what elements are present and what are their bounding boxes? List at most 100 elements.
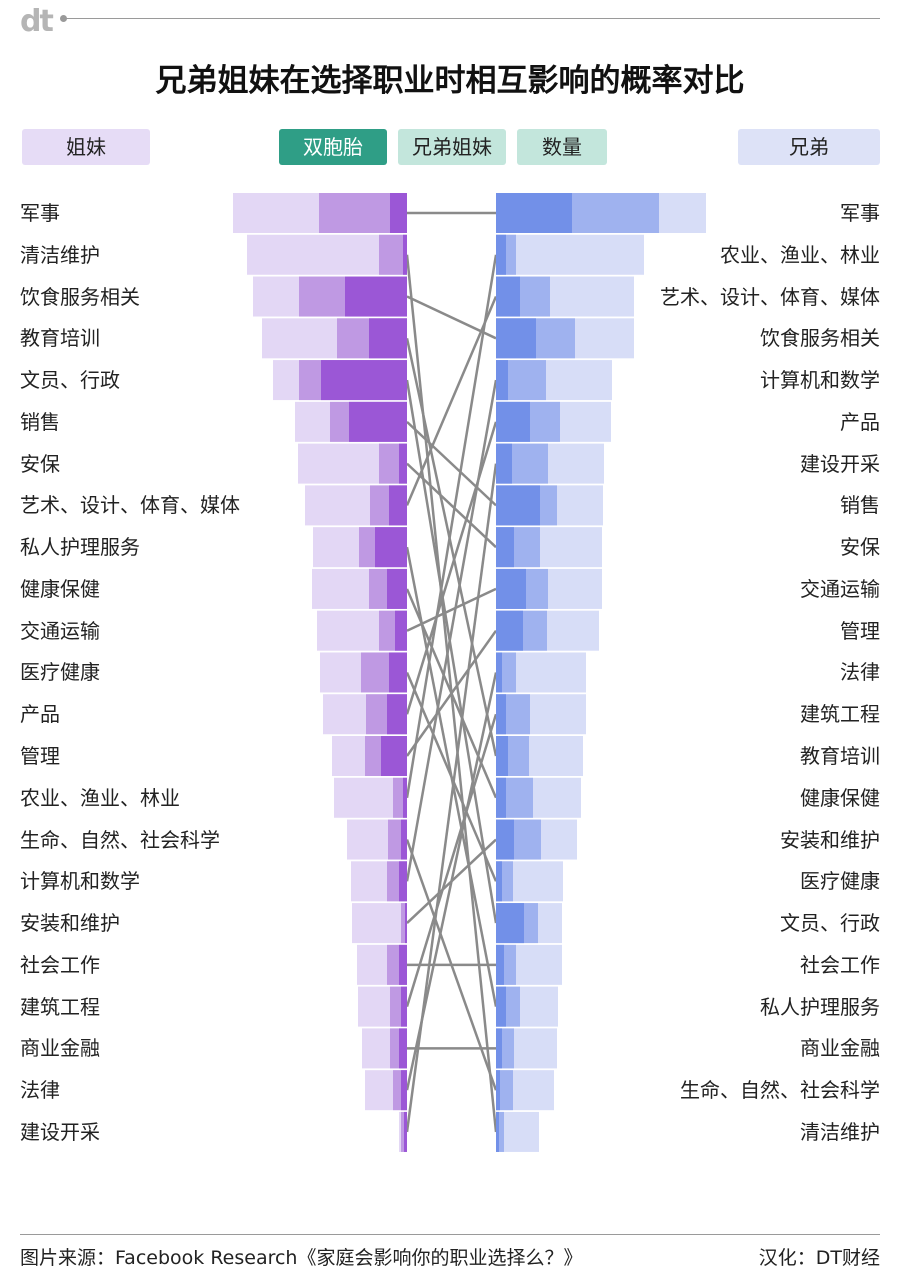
brothers-bar-dark bbox=[496, 568, 526, 609]
brothers-bar-dark bbox=[496, 1111, 499, 1152]
sisters-row-label: 私人护理服务 bbox=[20, 535, 140, 560]
source-note: 图片来源：Facebook Research《家庭会影响你的职业选择么？》 bbox=[20, 1247, 583, 1269]
sisters-row-label: 安装和维护 bbox=[20, 911, 120, 936]
brothers-bar-dark bbox=[496, 610, 523, 651]
sisters-row-label: 产品 bbox=[20, 702, 60, 727]
brothers-row-label: 农业、渔业、林业 bbox=[720, 242, 880, 267]
sisters-bar-dark bbox=[401, 986, 407, 1027]
sisters-bar-dark bbox=[389, 652, 407, 693]
brothers-row-label: 健康保健 bbox=[800, 785, 880, 810]
connector-line bbox=[405, 254, 498, 798]
sisters-row-label: 商业金融 bbox=[20, 1036, 100, 1061]
brothers-row-label: 军事 bbox=[840, 201, 880, 225]
sisters-bar-dark bbox=[345, 276, 407, 317]
chart-title: 兄弟姐妹在选择职业时相互影响的概率对比 bbox=[155, 63, 745, 99]
brothers-row-label: 生命、自然、社会科学 bbox=[680, 1078, 880, 1103]
connector-line bbox=[406, 587, 497, 632]
brothers-row-label: 饮食服务相关 bbox=[760, 326, 880, 351]
brothers-row-label: 建设开采 bbox=[800, 451, 880, 476]
brothers-row-label: 销售 bbox=[840, 493, 880, 518]
sisters-bar-dark bbox=[399, 861, 407, 902]
brothers-bar-dark bbox=[496, 360, 508, 401]
sisters-bar-mid bbox=[379, 234, 407, 275]
sisters-bar-dark bbox=[390, 193, 407, 233]
brothers-bar-dark bbox=[496, 944, 504, 985]
brothers-bar-dark bbox=[496, 234, 506, 275]
brothers-row-label: 法律 bbox=[840, 660, 880, 685]
connector-line bbox=[406, 420, 497, 507]
sisters-row-label: 医疗健康 bbox=[20, 660, 100, 685]
sisters-bar-light bbox=[352, 903, 407, 944]
connector-line bbox=[405, 296, 498, 506]
sisters-row-label: 销售 bbox=[20, 409, 60, 434]
sisters-bar-dark bbox=[387, 568, 407, 609]
brothers-bar-dark bbox=[496, 401, 530, 442]
sisters-row-label: 农业、渔业、林业 bbox=[20, 785, 180, 810]
sisters-bar-dark bbox=[401, 1070, 407, 1111]
brothers-bar-dark bbox=[496, 861, 502, 902]
legend-brothers: 兄弟 bbox=[738, 129, 880, 165]
brothers-row-label: 安装和维护 bbox=[780, 827, 880, 852]
sisters-bar-dark bbox=[389, 485, 407, 526]
sisters-bar-dark bbox=[401, 819, 407, 860]
legend-sisters: 姐妹 bbox=[22, 129, 150, 165]
sisters-row-label: 社会工作 bbox=[20, 952, 100, 977]
brothers-bar-dark bbox=[496, 485, 540, 526]
brothers-row-label: 社会工作 bbox=[800, 952, 880, 977]
sisters-bar-dark bbox=[369, 318, 407, 359]
brothers-row-label: 交通运输 bbox=[800, 576, 880, 601]
connector-line bbox=[405, 379, 498, 882]
brothers-row-label: 安保 bbox=[840, 535, 880, 560]
sisters-bar-dark bbox=[321, 360, 407, 401]
sisters-row-label: 文员、行政 bbox=[20, 368, 120, 393]
sisters-row-label: 生命、自然、社会科学 bbox=[20, 827, 220, 852]
sisters-bar-dark bbox=[349, 401, 407, 442]
legend-siblings: 兄弟姐妹 bbox=[398, 129, 506, 165]
sisters-bar-dark bbox=[387, 694, 407, 735]
brothers-bar-dark bbox=[496, 736, 508, 777]
brothers-bar-dark bbox=[496, 527, 514, 568]
sisters-row-label: 建筑工程 bbox=[20, 994, 100, 1019]
connector-line bbox=[405, 629, 498, 757]
brothers-row-label: 医疗健康 bbox=[800, 869, 880, 894]
sisters-row-label: 建设开采 bbox=[20, 1119, 100, 1144]
brothers-bar-dark bbox=[496, 986, 506, 1027]
sisters-bar-mid bbox=[401, 903, 407, 944]
brothers-bar-light bbox=[496, 234, 644, 275]
brothers-row-label: 管理 bbox=[840, 618, 880, 643]
brothers-bar-dark bbox=[496, 652, 502, 693]
brothers-bar-dark bbox=[496, 193, 572, 233]
credit-note: 汉化：DT财经 bbox=[758, 1247, 880, 1269]
sisters-bar-dark bbox=[399, 944, 407, 985]
connector-line bbox=[405, 713, 498, 1007]
sisters-row-label: 教育培训 bbox=[20, 326, 100, 351]
dt-logo: dt bbox=[20, 4, 54, 39]
sisters-bar-dark bbox=[399, 1028, 407, 1069]
legend-count: 数量 bbox=[517, 129, 607, 165]
sisters-bar-dark bbox=[375, 527, 407, 568]
brothers-bar-dark bbox=[496, 1070, 500, 1111]
brothers-row-label: 教育培训 bbox=[800, 744, 880, 768]
sisters-bar-dark bbox=[404, 1111, 407, 1152]
brothers-row-label: 私人护理服务 bbox=[760, 994, 880, 1019]
sisters-bar-dark bbox=[403, 234, 407, 275]
brothers-bar-dark bbox=[496, 819, 514, 860]
sisters-bar-dark bbox=[405, 903, 407, 944]
brothers-bar-mid bbox=[496, 1070, 513, 1111]
footer-rule bbox=[20, 1234, 880, 1235]
header-rule bbox=[66, 18, 880, 19]
brothers-row-label: 文员、行政 bbox=[780, 911, 880, 936]
connector-line bbox=[405, 338, 498, 757]
sisters-row-label: 饮食服务相关 bbox=[20, 284, 140, 309]
brothers-row-label: 商业金融 bbox=[800, 1036, 880, 1061]
sisters-bar-dark bbox=[381, 736, 407, 777]
brothers-row-label: 艺术、设计、体育、媒体 bbox=[660, 284, 880, 309]
sisters-bar-dark bbox=[399, 443, 407, 484]
connector-line bbox=[405, 463, 498, 1133]
sisters-row-label: 计算机和数学 bbox=[20, 869, 140, 894]
brothers-bar-dark bbox=[496, 318, 536, 359]
brothers-bar-dark bbox=[496, 443, 512, 484]
sisters-row-label: 交通运输 bbox=[20, 618, 100, 643]
brothers-row-label: 计算机和数学 bbox=[760, 368, 880, 393]
